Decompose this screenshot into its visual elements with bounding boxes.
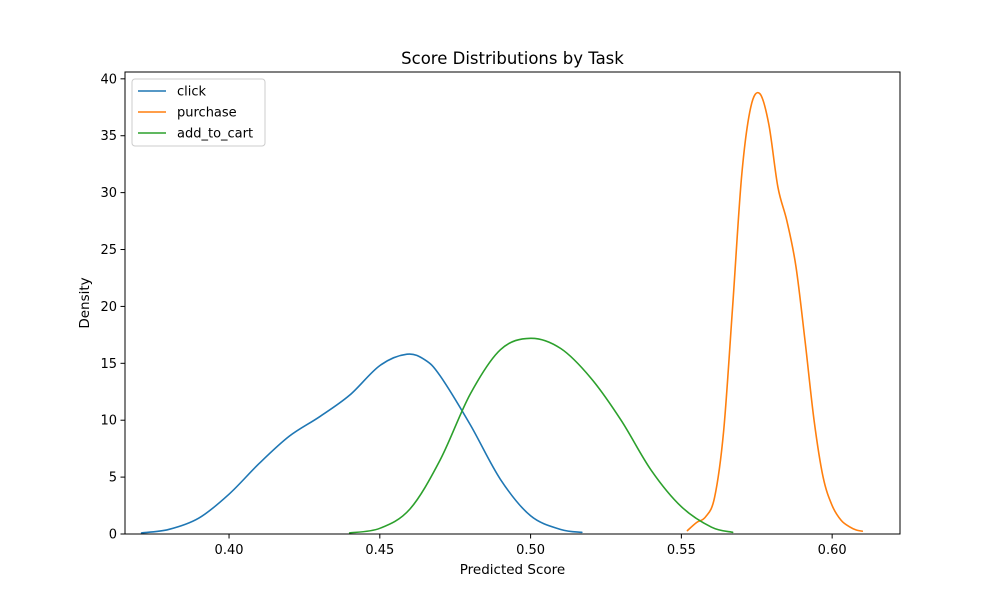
y-tick-label: 0 — [109, 528, 117, 543]
y-tick-label: 35 — [100, 129, 117, 144]
y-axis-label: Density — [77, 277, 93, 328]
legend-label-add-to-cart: add_to_cart — [177, 127, 253, 142]
x-tick-label: 0.45 — [365, 543, 394, 558]
series-line-click — [140, 353, 583, 534]
legend: click purchase add_to_cart — [131, 78, 266, 147]
x-axis-label: Predicted Score — [460, 562, 565, 578]
x-tick-label: 0.50 — [516, 543, 545, 558]
series-line-add-to-cart — [348, 337, 734, 534]
y-tick-label: 20 — [100, 300, 117, 315]
legend-label-purchase: purchase — [177, 106, 237, 121]
x-tick-label: 0.55 — [667, 543, 696, 558]
y-tick-label: 15 — [100, 357, 117, 372]
axes-layer: 0.40 0.45 0.50 0.55 0.60 0 5 10 15 20 25 30 35 40 — [100, 72, 846, 558]
chart-title: Score Distributions by Task — [401, 49, 624, 68]
y-tick-label: 10 — [100, 414, 117, 429]
series-layer — [140, 91, 864, 534]
y-tick-label: 25 — [100, 243, 117, 258]
x-tick-label: 0.60 — [818, 543, 847, 558]
plot-frame — [124, 71, 901, 535]
y-tick-label: 40 — [100, 72, 117, 87]
legend-label-click: click — [177, 85, 207, 100]
legend-box — [131, 78, 266, 147]
x-tick-label: 0.40 — [215, 543, 244, 558]
y-tick-label: 5 — [109, 471, 117, 486]
y-tick-label: 30 — [100, 186, 117, 201]
series-line-purchase — [686, 91, 864, 532]
